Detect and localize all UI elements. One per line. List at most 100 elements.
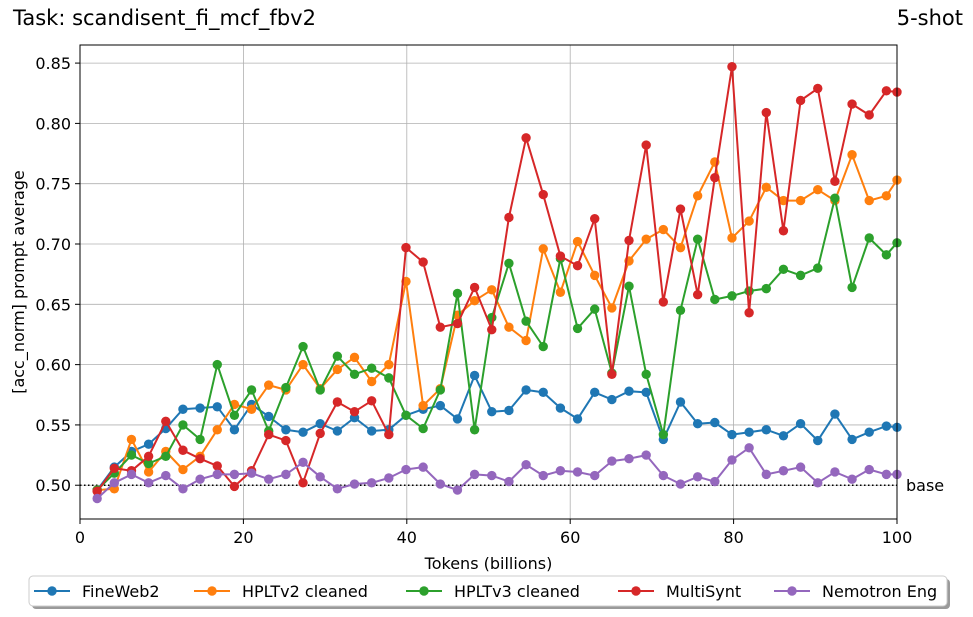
data-point (847, 474, 857, 484)
data-point (332, 397, 343, 407)
data-point (487, 470, 497, 481)
data-point (847, 434, 857, 445)
data-point (452, 318, 463, 329)
data-point (178, 484, 188, 494)
x-tick-label: 0 (75, 528, 85, 547)
data-point (624, 281, 634, 291)
data-point (521, 385, 531, 395)
y-axis-label: [acc_norm] prompt average (9, 170, 29, 394)
x-tick-label: 100 (882, 528, 913, 547)
data-point (864, 195, 874, 206)
data-point (281, 425, 291, 435)
data-point (469, 282, 480, 293)
data-point (830, 176, 840, 186)
data-point (212, 461, 222, 471)
data-point (332, 364, 343, 375)
data-point (504, 258, 514, 269)
y-tick-label: 0.65 (35, 295, 71, 314)
data-point (727, 429, 737, 440)
data-point (830, 409, 840, 419)
shot-label: 5-shot (896, 6, 963, 30)
data-point (229, 481, 240, 492)
legend-label: Nemotron Eng (822, 582, 937, 601)
data-point (761, 107, 771, 118)
data-point (881, 469, 892, 480)
data-point (195, 434, 205, 445)
data-point (264, 429, 274, 440)
data-point (675, 242, 686, 253)
chart-title: Task: scandisent_fi_mcf_fbv2 (13, 6, 316, 30)
data-point (881, 421, 892, 431)
data-point (315, 472, 325, 482)
data-point (830, 193, 840, 203)
data-point (675, 305, 686, 316)
data-point (538, 244, 548, 254)
data-point (366, 396, 377, 406)
data-point (246, 468, 257, 478)
data-point (795, 270, 806, 281)
data-point (590, 270, 600, 281)
data-point (710, 417, 720, 428)
data-point (264, 474, 274, 484)
data-point (195, 474, 205, 484)
data-point (366, 363, 377, 373)
data-point (572, 261, 583, 271)
data-point (795, 462, 806, 472)
data-point (469, 295, 480, 306)
data-point (229, 469, 240, 480)
data-point (143, 458, 154, 469)
data-point (435, 385, 445, 395)
data-point (744, 216, 754, 226)
data-point (281, 382, 291, 393)
data-point (538, 341, 548, 352)
data-point (864, 464, 874, 475)
data-point (692, 234, 703, 244)
data-point (727, 233, 737, 243)
data-point (538, 189, 548, 200)
data-point (384, 359, 394, 370)
data-point (658, 470, 669, 481)
data-point (212, 425, 222, 435)
legend-marker (419, 586, 429, 596)
data-point (212, 402, 222, 412)
data-point (572, 467, 583, 477)
data-point (847, 150, 857, 160)
y-tick-label: 0.55 (35, 416, 71, 435)
legend-marker (787, 586, 797, 596)
data-point (126, 434, 137, 445)
data-point (727, 62, 737, 72)
data-point (349, 369, 360, 379)
data-point (178, 445, 188, 455)
series-line (96, 197, 898, 491)
legend-marker (207, 586, 217, 596)
data-point (813, 185, 823, 195)
y-tick-label: 0.70 (35, 235, 71, 254)
data-point (521, 133, 531, 143)
data-point (538, 470, 548, 481)
data-point (572, 236, 583, 247)
data-point (298, 478, 308, 488)
data-point (778, 466, 789, 476)
data-point (590, 213, 600, 224)
data-point (212, 469, 222, 480)
data-point (607, 456, 617, 466)
data-point (710, 476, 720, 487)
data-point (332, 484, 343, 494)
data-point (641, 369, 651, 379)
data-point (778, 195, 789, 206)
data-point (143, 467, 154, 477)
data-point (384, 373, 394, 383)
y-tick-label: 0.75 (35, 175, 71, 194)
data-point (710, 172, 720, 183)
data-point (435, 479, 445, 489)
data-point (349, 479, 360, 489)
data-point (469, 469, 480, 480)
data-point (658, 429, 669, 440)
data-point (795, 419, 806, 429)
data-point (761, 283, 771, 294)
data-point (555, 403, 566, 413)
data-point (744, 286, 754, 296)
data-point (281, 435, 291, 446)
data-point (727, 291, 737, 301)
data-point (401, 410, 411, 420)
